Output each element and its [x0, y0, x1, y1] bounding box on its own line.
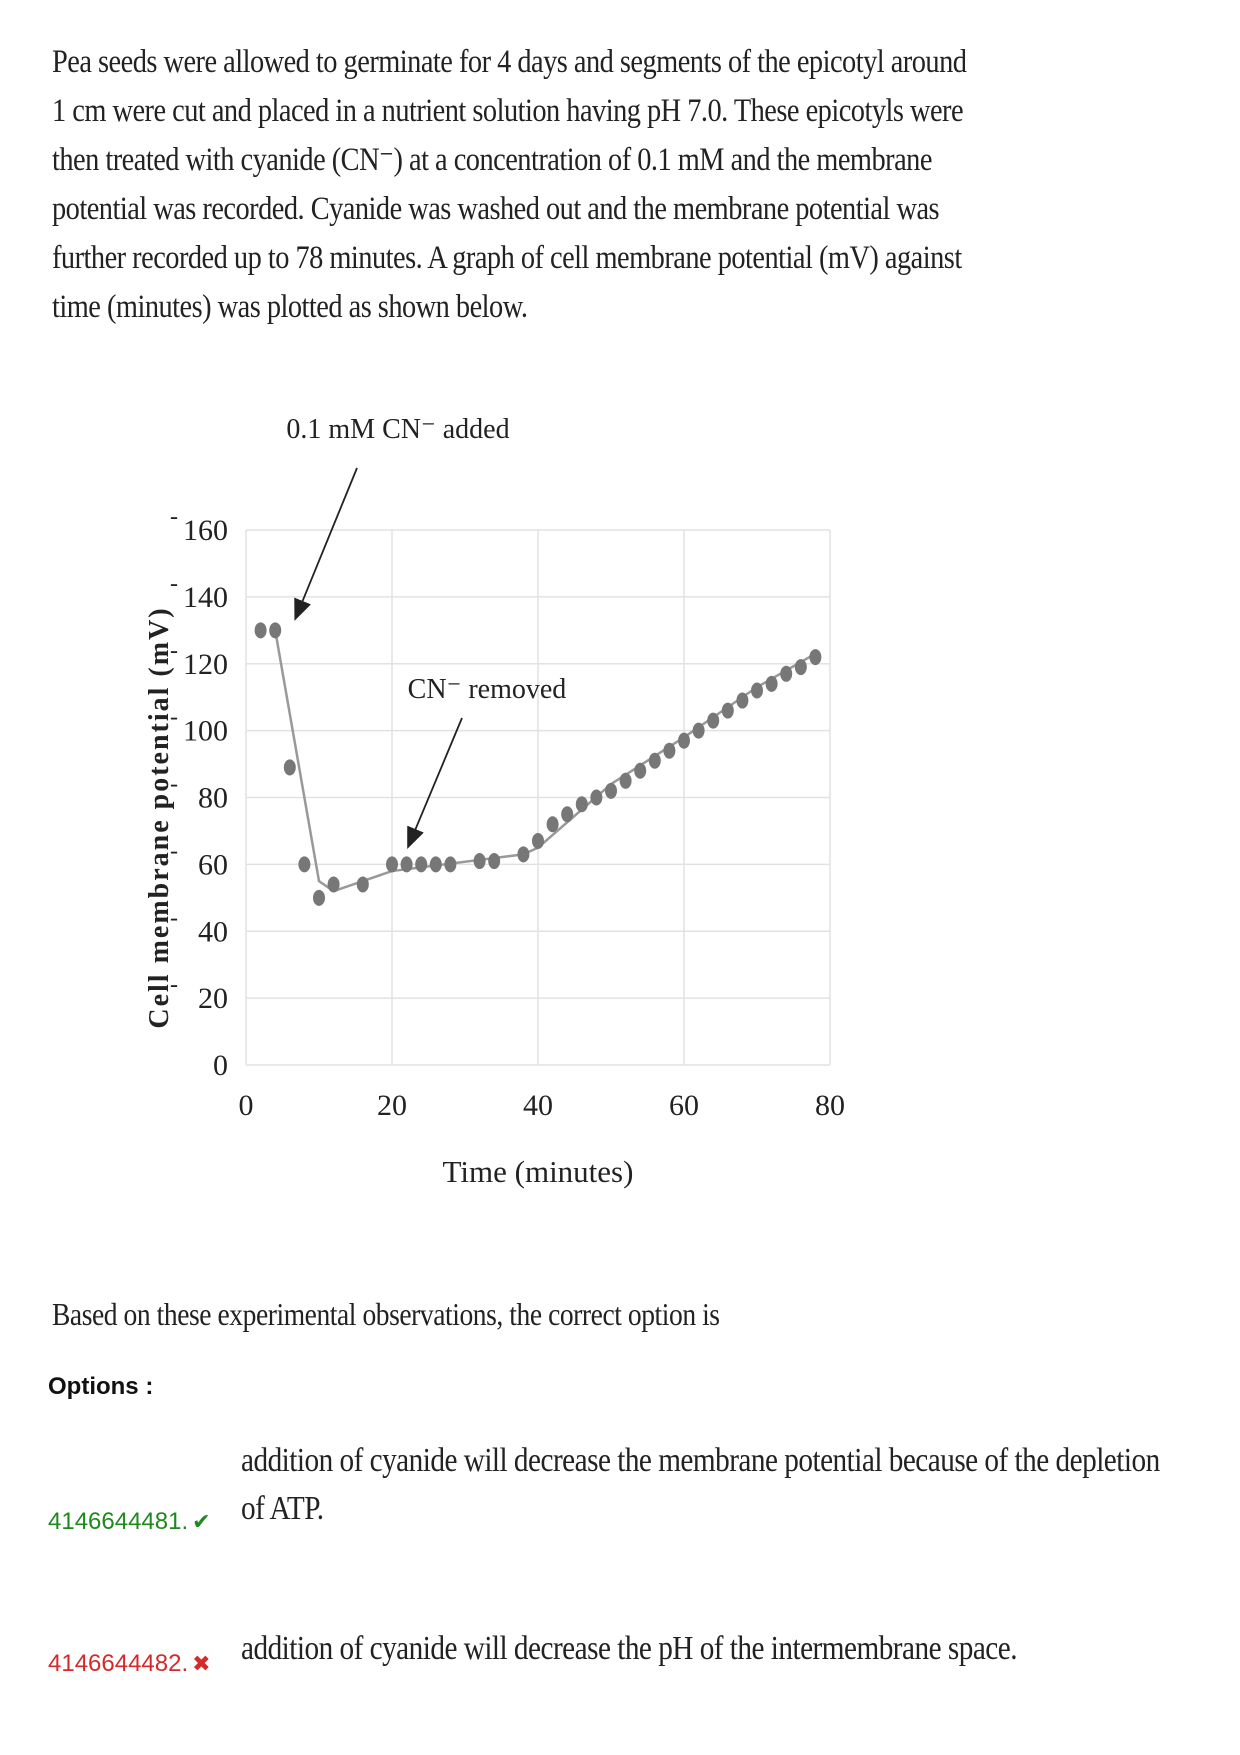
x-axis-title: Time (minutes) — [443, 1154, 634, 1189]
data-point — [473, 853, 486, 870]
y-tick-label: 40 — [198, 915, 228, 948]
data-point — [400, 856, 413, 873]
x-tick-label: 40 — [523, 1089, 553, 1122]
chart-trend-line — [273, 630, 817, 893]
chart-grid — [245, 529, 831, 1066]
y-tick-label: 20 — [198, 982, 228, 1015]
question-line: Pea seeds were allowed to germinate for … — [52, 44, 967, 80]
data-point — [707, 712, 720, 729]
x-tick-label: 60 — [669, 1089, 699, 1122]
y-tick-prefix: - — [170, 638, 178, 664]
data-point — [736, 692, 749, 709]
option-id-text: 4146644482. — [48, 1650, 189, 1677]
data-point — [794, 659, 807, 676]
data-point — [327, 876, 340, 893]
option-id-text: 4146644481. — [48, 1508, 189, 1535]
chart-axes: 0 20 40 60 80020-40-60-80-100-120-140-160-Ti… — [144, 504, 845, 1189]
question-line: potential was recorded. Cyanide was wash… — [52, 191, 940, 227]
option-2-id: 4146644482. ✖ — [48, 1650, 211, 1678]
data-point — [429, 856, 442, 873]
chart-points — [254, 622, 822, 906]
trend-line — [273, 630, 817, 893]
y-tick-prefix: - — [170, 504, 178, 530]
data-point — [751, 682, 763, 699]
options-label: Options : — [48, 1373, 154, 1400]
data-point — [590, 789, 603, 806]
y-tick-label: 140 — [183, 581, 228, 614]
data-point — [809, 649, 822, 666]
data-point — [444, 856, 457, 873]
y-tick-prefix: - — [170, 905, 178, 931]
data-point — [663, 742, 676, 759]
cross-icon: ✖ — [192, 1651, 211, 1676]
data-point — [386, 856, 398, 873]
y-tick-prefix: - — [170, 571, 178, 597]
data-point — [634, 762, 647, 779]
option-1-text[interactable]: addition of cyanide will decrease the me… — [241, 1437, 1240, 1533]
arrow-cn-added — [294, 467, 358, 621]
y-tick-label: 60 — [198, 848, 228, 881]
data-point — [415, 856, 428, 873]
data-point — [313, 889, 325, 906]
question-intro: Pea seeds were allowed to germinate for … — [52, 38, 967, 332]
data-point — [517, 846, 530, 863]
arrow-cn-removed — [407, 717, 463, 850]
chart-annotations: 0.1 mM CN⁻ added CN⁻ removed — [286, 414, 567, 850]
y-tick-prefix: - — [170, 838, 178, 864]
data-point — [546, 816, 559, 833]
data-point — [648, 752, 661, 769]
data-point — [765, 675, 778, 692]
data-point — [780, 665, 793, 682]
y-tick-label: 80 — [198, 782, 228, 815]
y-tick-label: 0 — [213, 1049, 228, 1082]
data-point — [678, 732, 690, 749]
data-point — [575, 796, 588, 813]
data-point — [721, 702, 734, 719]
data-point — [692, 722, 705, 739]
option-1-id: 4146644481. ✔ — [48, 1508, 211, 1536]
data-point — [488, 853, 501, 870]
question-line: time (minutes) was plotted as shown belo… — [52, 289, 528, 325]
data-point — [269, 622, 282, 639]
y-tick-prefix: - — [170, 972, 178, 998]
data-point — [532, 832, 544, 849]
annotation-cn-removed: CN⁻ removed — [408, 674, 567, 705]
data-point — [619, 772, 632, 789]
question-line: 1 cm were cut and placed in a nutrient s… — [52, 93, 964, 129]
y-tick-prefix: - — [170, 705, 178, 731]
data-point — [356, 876, 369, 893]
x-tick-label: 80 — [815, 1089, 845, 1122]
data-point — [298, 856, 311, 873]
question-line: then treated with cyanide (CN⁻) at a con… — [52, 142, 932, 178]
data-point — [605, 782, 617, 799]
check-icon: ✔ — [192, 1509, 211, 1534]
x-tick-label: 0 — [239, 1089, 254, 1122]
y-tick-prefix: - — [170, 772, 178, 798]
option-2-text[interactable]: addition of cyanide will decrease the pH… — [241, 1625, 1240, 1673]
x-tick-label: 20 — [377, 1089, 407, 1122]
y-tick-label: 160 — [183, 514, 228, 547]
y-tick-label: 120 — [183, 648, 228, 681]
option-line: addition of cyanide will decrease the pH… — [241, 1630, 1018, 1667]
y-axis-title: Cell membrane potential (mV) — [144, 606, 175, 1028]
data-point — [283, 759, 296, 776]
option-line: of ATP. — [241, 1490, 324, 1527]
annotation-cn-added: 0.1 mM CN⁻ added — [286, 414, 509, 445]
y-tick-label: 100 — [183, 715, 228, 748]
data-point — [561, 806, 574, 823]
question-line: further recorded up to 78 minutes. A gra… — [52, 240, 962, 276]
membrane-potential-chart: 0 20 40 60 80020-40-60-80-100-120-140-160-Ti… — [144, 414, 845, 1189]
data-point — [254, 622, 267, 639]
question-prompt: Based on these experimental observations… — [52, 1296, 720, 1332]
option-line: addition of cyanide will decrease the me… — [241, 1442, 1160, 1479]
